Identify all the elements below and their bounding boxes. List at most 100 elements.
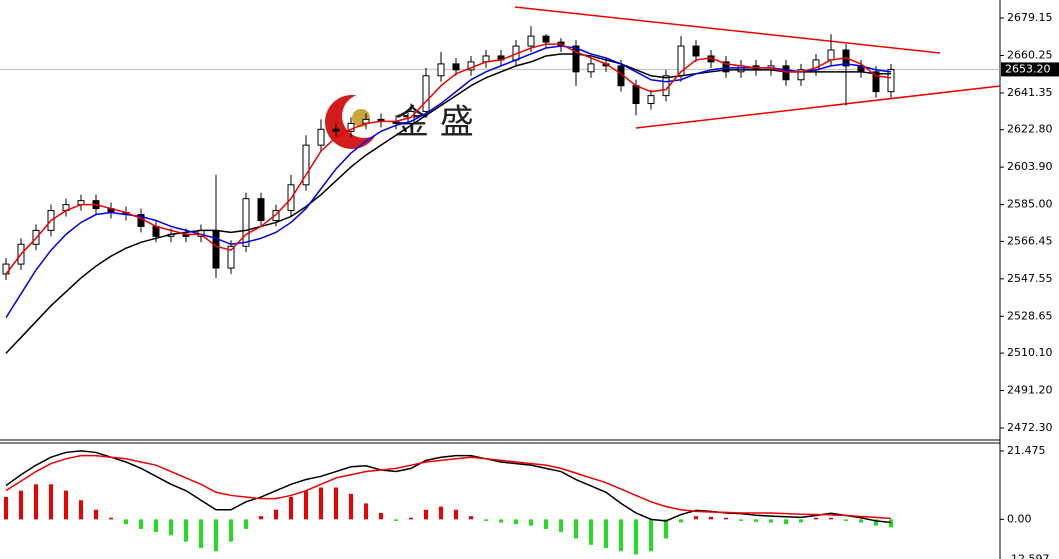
macd-tick-label: 21.475 xyxy=(1007,444,1046,457)
macd-bar xyxy=(169,519,173,536)
candle-body xyxy=(572,45,580,73)
macd-bar xyxy=(859,519,863,523)
macd-line xyxy=(5,450,892,524)
moving-average xyxy=(5,43,892,275)
macd-bar xyxy=(439,506,443,520)
y-tick-label: 2547.55 xyxy=(1007,272,1053,285)
candle-body xyxy=(662,75,670,97)
candle-body xyxy=(797,69,805,81)
macd-bar xyxy=(844,519,848,521)
candle-body xyxy=(257,198,265,221)
candle-body xyxy=(647,95,655,105)
macd-bar xyxy=(349,493,353,520)
macd-bar xyxy=(889,519,893,528)
macd-tick-label: -12.597 xyxy=(1007,552,1049,559)
candle-body xyxy=(782,65,790,81)
macd-bar xyxy=(664,519,668,539)
macd-bar xyxy=(199,519,203,549)
macd-bar xyxy=(49,484,53,520)
moving-average xyxy=(5,45,892,319)
candle-body xyxy=(437,63,445,77)
macd-bar xyxy=(214,519,218,552)
y-tick-label: 2679.15 xyxy=(1007,11,1053,24)
macd-bar xyxy=(304,490,308,520)
moving-average xyxy=(5,53,891,354)
macd-bar xyxy=(139,519,143,529)
candle-body xyxy=(452,63,460,71)
y-tick-label: 2660.25 xyxy=(1007,48,1053,61)
candle-body xyxy=(242,198,250,247)
macd-bar xyxy=(64,490,68,520)
macd-bar xyxy=(529,519,533,526)
candle-body xyxy=(542,35,550,43)
candle-body xyxy=(2,263,10,275)
candle-body xyxy=(227,245,235,269)
macd-bar xyxy=(514,519,518,525)
macd-bar xyxy=(334,487,338,520)
macd-bar xyxy=(574,519,578,539)
macd-bar xyxy=(649,519,653,552)
y-tick-label: 2528.65 xyxy=(1007,309,1053,322)
macd-bar xyxy=(484,519,488,521)
candle-body xyxy=(332,128,340,132)
macd-bar xyxy=(709,516,713,520)
candle-body xyxy=(587,63,595,73)
y-tick-label: 2641.35 xyxy=(1007,86,1053,99)
macd-bar xyxy=(814,517,818,520)
y-tick-label: 2510.10 xyxy=(1007,346,1053,359)
macd-bar xyxy=(244,519,248,529)
candle-body xyxy=(632,85,640,105)
macd-bar xyxy=(754,519,758,522)
trendline xyxy=(635,85,1001,129)
macd-bar xyxy=(799,519,803,523)
candle-body xyxy=(887,68,895,93)
candle-body xyxy=(422,75,430,112)
macd-bar xyxy=(154,519,158,533)
macd-bar xyxy=(874,519,878,526)
candle-body xyxy=(317,128,325,146)
macd-bar xyxy=(619,519,623,552)
macd-bar xyxy=(109,517,113,520)
y-tick-label: 2603.90 xyxy=(1007,160,1053,173)
macd-bar xyxy=(184,519,188,542)
macd-bar xyxy=(784,519,788,525)
candle-body xyxy=(272,210,280,221)
y-tick-label: 2491.20 xyxy=(1007,384,1053,397)
macd-bar xyxy=(769,519,773,523)
candle-body xyxy=(872,71,880,93)
macd-bar xyxy=(634,519,638,555)
macd-bar xyxy=(79,500,83,520)
candle-body xyxy=(152,225,160,237)
macd-bar xyxy=(259,516,263,520)
macd-bar xyxy=(364,503,368,520)
candle-body xyxy=(302,144,310,186)
candle-body xyxy=(212,229,220,269)
candle-body xyxy=(692,45,700,57)
macd-bar xyxy=(124,519,128,525)
macd-bar xyxy=(4,497,8,520)
y-tick-label: 2585.00 xyxy=(1007,198,1053,211)
macd-line xyxy=(5,454,892,520)
macd-bar xyxy=(454,509,458,520)
macd-bar xyxy=(409,517,413,520)
candle-body xyxy=(527,35,535,47)
candle-body xyxy=(827,49,835,61)
macd-bar xyxy=(289,497,293,520)
y-tick-label: 2622.80 xyxy=(1007,123,1053,136)
y-tick-label: 2566.45 xyxy=(1007,234,1053,247)
macd-bar xyxy=(694,516,698,520)
macd-bar xyxy=(34,484,38,520)
macd-bar xyxy=(589,519,593,545)
macd-bar xyxy=(469,516,473,520)
macd-bar xyxy=(229,519,233,542)
trendline xyxy=(514,6,941,54)
macd-bar xyxy=(274,509,278,520)
macd-bar xyxy=(829,517,833,520)
macd-bar xyxy=(559,519,563,533)
macd-bar xyxy=(739,519,743,521)
macd-bar xyxy=(379,512,383,520)
macd-bar xyxy=(319,487,323,520)
current-price-box xyxy=(1001,62,1059,77)
